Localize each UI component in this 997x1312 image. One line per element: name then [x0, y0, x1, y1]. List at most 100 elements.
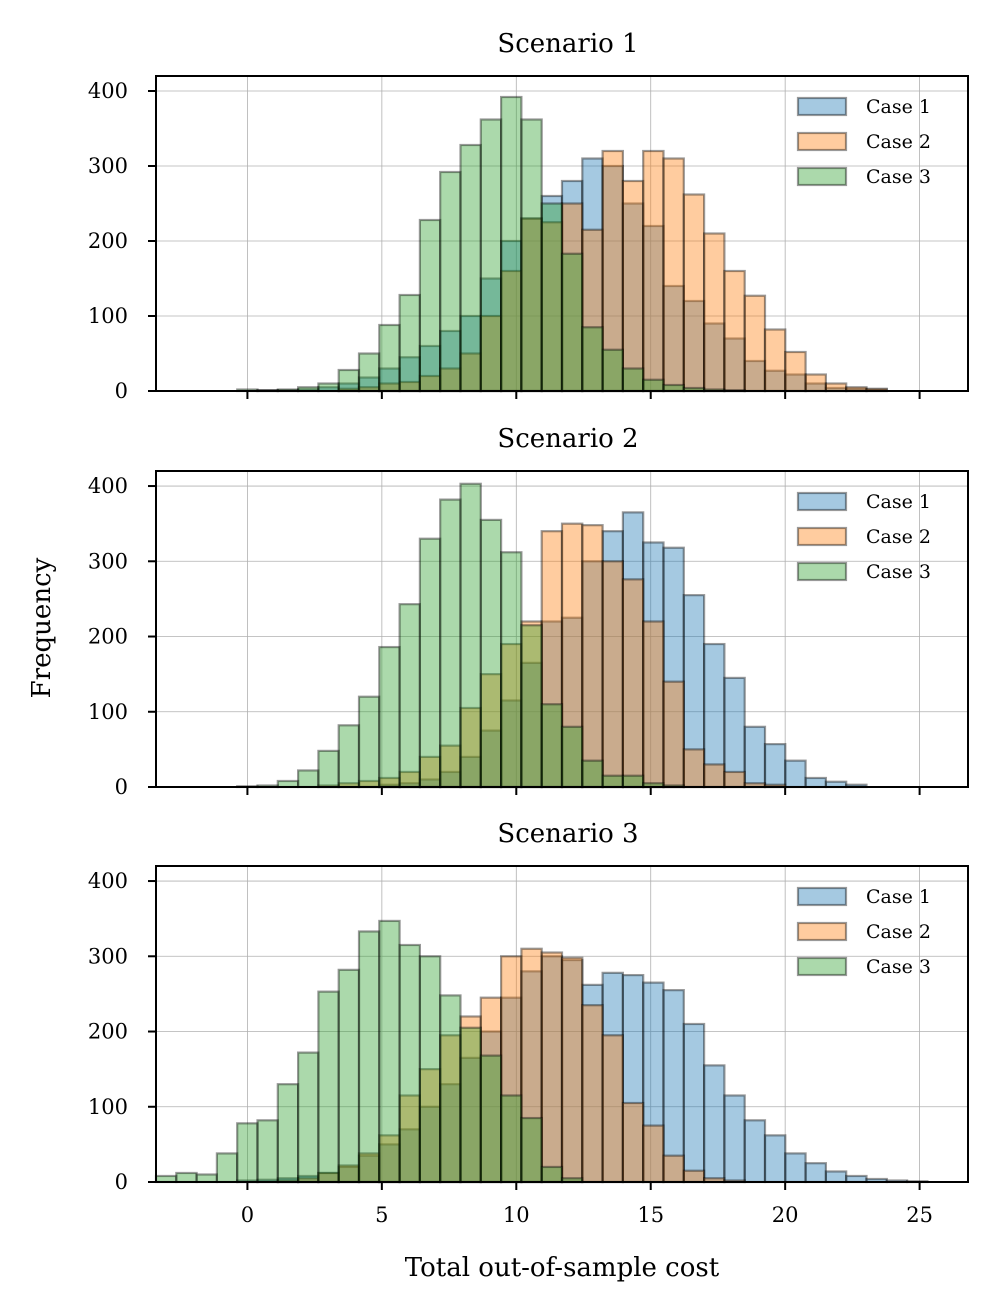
bar-case3-bin-12 [398, 293, 422, 393]
bar-case3-bin-12 [398, 943, 422, 1184]
legend-label-case2: Case 2 [866, 921, 931, 943]
bar-case3-bin-9 [337, 724, 361, 789]
bar-case3-bin-15 [459, 143, 482, 393]
x-tick-label: 10 [503, 1203, 530, 1227]
bar-case1-bin-29 [743, 725, 767, 789]
bar-case2-bin-23 [621, 578, 645, 789]
bar-case3-bin-20 [560, 725, 584, 789]
bar-case2-bin-27 [702, 232, 726, 393]
bar-case3-bin-17 [500, 551, 523, 789]
bar-case2-bin-22 [601, 1034, 624, 1184]
axes-frame [155, 75, 969, 392]
bar-case1-bin-32 [804, 776, 827, 789]
bar-case2-bin-24 [642, 149, 665, 393]
legend: Case 1 Case 2 Case 3 [796, 491, 931, 583]
bar-case3-bin-17 [500, 1094, 523, 1184]
legend: Case 1 Case 2 Case 3 [796, 96, 931, 188]
bar-case3-bin-19 [540, 1165, 564, 1184]
bar-case3-bin-22 [601, 348, 624, 393]
axes-frame [155, 865, 969, 1183]
bar-case3-bin-13 [418, 537, 442, 789]
bar-case1-bin-30 [763, 1134, 787, 1184]
y-tick-label: 400 [88, 79, 128, 103]
bar-case3-bin-10 [357, 930, 381, 1184]
y-tick-label: 100 [88, 700, 128, 724]
bar-case3-bin-15 [459, 482, 482, 789]
bar-case2-bin-26 [682, 193, 706, 393]
bar-case2-bin-28 [723, 770, 746, 789]
legend-swatch-case3 [796, 561, 848, 582]
bar-case1-bin-31 [784, 759, 807, 789]
y-tick-label: 0 [115, 1170, 128, 1194]
y-tick-label: 100 [88, 1095, 128, 1119]
bar-case3-bin-16 [479, 1054, 503, 1184]
bar-case3-bin-21 [581, 326, 604, 393]
bar-case2-bin-23 [621, 1101, 645, 1184]
bar-case2-bin-32 [804, 373, 827, 393]
bar-case2-bin-30 [763, 328, 787, 393]
bar-case3-bin-19 [540, 703, 564, 789]
bar-case3-bin-7 [297, 1051, 320, 1184]
y-tick-label: 0 [115, 775, 128, 799]
legend-label-case1: Case 1 [866, 886, 931, 908]
bar-case2-bin-27 [702, 763, 726, 789]
bar-case3-bin-5 [256, 1119, 279, 1184]
bar-case3-bin-16 [479, 518, 503, 789]
bar-case3-bin-8 [317, 749, 340, 789]
bar-case3-bin-9 [337, 368, 361, 393]
y-tick-label: 300 [88, 154, 128, 178]
bar-case2-bin-24 [642, 1124, 665, 1184]
x-axis-label: Total out-of-sample cost [405, 1253, 720, 1283]
bar-case3-bin-10 [357, 695, 381, 789]
legend: Case 1 Case 2 Case 3 [796, 886, 931, 978]
bar-case2-bin-19 [540, 951, 564, 1184]
legend-swatch-case1 [796, 96, 848, 117]
bar-case3-bin-18 [520, 118, 543, 393]
legend-swatch-case2 [796, 921, 848, 942]
bar-case2-bin-20 [560, 956, 584, 1184]
bar-case3-bin-6 [276, 1083, 300, 1184]
bar-case3-bin-11 [378, 645, 401, 789]
legend-label-case3: Case 3 [866, 166, 931, 188]
legend-label-case3: Case 3 [866, 561, 931, 583]
bar-case1-bin-27 [702, 1064, 726, 1184]
y-tick-label: 200 [88, 1020, 128, 1044]
bar-case2-bin-22 [601, 560, 624, 789]
y-tick-label: 300 [88, 944, 128, 968]
bar-case2-bin-21 [581, 524, 604, 789]
bar-case3-bin-3 [215, 1152, 239, 1184]
x-tick-label: 0 [241, 1203, 254, 1227]
y-tick-label: 200 [88, 229, 128, 253]
bar-case2-bin-28 [723, 269, 746, 393]
x-tick-label: 5 [375, 1203, 388, 1227]
bar-case2-bin-26 [682, 748, 706, 789]
legend-swatch-case3 [796, 956, 848, 977]
y-axis-label: Frequency [27, 557, 57, 698]
bar-case3-bin-23 [621, 774, 645, 789]
bar-case3-bin-10 [357, 352, 381, 393]
bar-case1-bin-25 [662, 989, 685, 1184]
bar-case3-bin-12 [398, 603, 422, 789]
y-tick-label: 0 [115, 379, 128, 403]
legend-label-case3: Case 3 [866, 956, 931, 978]
x-tick-label: 15 [637, 1203, 664, 1227]
panel-title: Scenario 3 [497, 819, 638, 849]
bar-case1-bin-32 [804, 1162, 827, 1184]
bar-case3-bin-8 [317, 382, 340, 393]
bar-case1-bin-28 [723, 1094, 746, 1184]
bar-case2-bin-31 [784, 350, 807, 393]
bar-case2-bin-25 [662, 1154, 685, 1184]
bar-case3-bin-11 [378, 323, 401, 393]
bar-case2-bin-29 [743, 294, 767, 393]
bar-case3-bin-9 [337, 968, 361, 1184]
bar-case2-bin-24 [642, 620, 665, 789]
bar-case2-bin-26 [682, 1169, 706, 1184]
legend-label-case1: Case 1 [866, 96, 931, 118]
bar-case3-bin-11 [378, 919, 401, 1184]
bar-case2-bin-23 [621, 179, 645, 393]
bar-case2-bin-21 [581, 1004, 604, 1184]
